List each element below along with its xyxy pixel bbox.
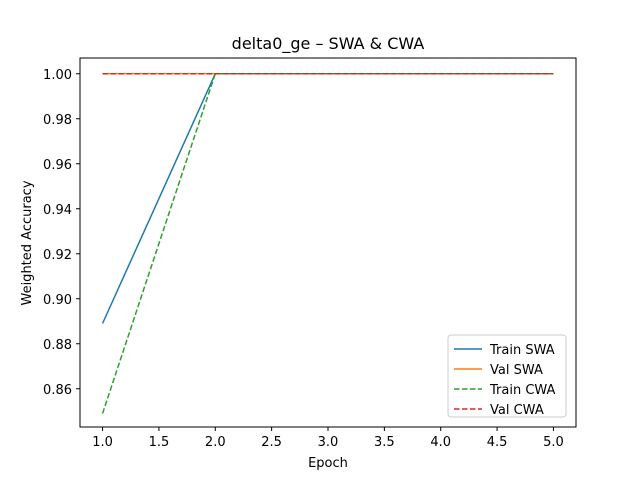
y-tick-label: 0.94 [43, 203, 72, 218]
y-tick-label: 0.88 [43, 338, 72, 353]
y-axis-title: Weighted Accuracy [20, 180, 35, 305]
x-tick-label: 2.5 [261, 435, 282, 450]
series-line-train-swa [101, 73, 554, 324]
series-line-train-cwa [101, 73, 554, 414]
y-tick-label: 0.96 [43, 158, 72, 173]
legend: Train SWA Val SWA Train CWA Val CWA [447, 334, 567, 418]
y-axis: 0.86 0.88 0.90 0.92 0.94 0.96 0.98 1.00 [43, 68, 80, 398]
y-tick-label: 0.86 [43, 383, 72, 398]
legend-label: Train SWA [489, 343, 555, 358]
x-tick-label: 3.0 [318, 435, 339, 450]
x-axis: 1.0 1.5 2.0 2.5 3.0 3.5 4.0 4.5 5.0 [92, 427, 564, 450]
x-tick-label: 2.0 [205, 435, 226, 450]
legend-box [447, 334, 567, 418]
x-tick-label: 1.0 [92, 435, 113, 450]
x-tick-label: 4.5 [487, 435, 508, 450]
y-tick-label: 1.00 [43, 68, 72, 83]
x-tick-label: 5.0 [543, 435, 564, 450]
x-tick-label: 1.5 [149, 435, 170, 450]
x-tick-label: 3.5 [374, 435, 395, 450]
legend-label: Val SWA [490, 363, 543, 378]
plot-area [101, 73, 554, 414]
x-tick-label: 4.0 [430, 435, 451, 450]
y-tick-label: 0.90 [43, 293, 72, 308]
y-tick-label: 0.92 [43, 248, 72, 263]
legend-label: Train CWA [489, 383, 556, 398]
x-axis-title: Epoch [308, 456, 348, 471]
y-tick-label: 0.98 [43, 113, 72, 128]
legend-label: Val CWA [490, 403, 544, 418]
chart-title: delta0_ge – SWA & CWA [232, 34, 425, 54]
